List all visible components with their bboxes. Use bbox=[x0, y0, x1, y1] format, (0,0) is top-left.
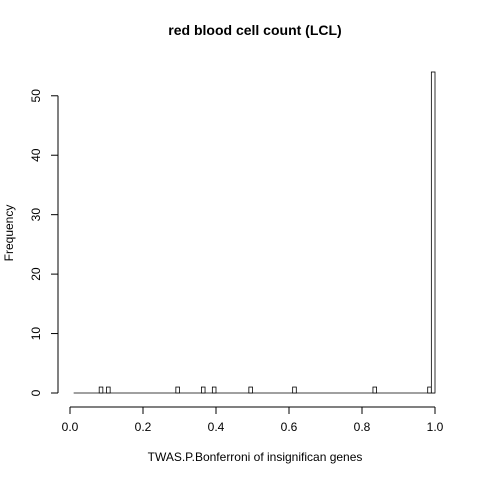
y-tick-label: 50 bbox=[29, 89, 43, 103]
y-tick-label: 30 bbox=[29, 208, 43, 222]
x-tick-label: 0.6 bbox=[281, 420, 298, 434]
histogram-bar bbox=[292, 386, 297, 394]
histogram-bar bbox=[106, 386, 111, 394]
histogram-bar bbox=[98, 386, 104, 394]
x-tick-label: 0.4 bbox=[208, 420, 225, 434]
histogram-bar bbox=[200, 386, 206, 394]
chart-title: red blood cell count (LCL) bbox=[168, 22, 341, 38]
y-tick-label: 10 bbox=[29, 327, 43, 341]
x-axis: 0.0 0.2 0.4 0.6 0.8 1.0 bbox=[62, 406, 444, 434]
histogram-bar bbox=[175, 386, 180, 394]
y-axis-label: Frequency bbox=[2, 205, 16, 262]
x-tick-label: 0.8 bbox=[354, 420, 371, 434]
y-tick-label: 20 bbox=[29, 267, 43, 281]
y-axis: 0 10 20 30 40 50 bbox=[29, 89, 59, 396]
histogram-bar bbox=[430, 71, 436, 394]
x-tick-label: 0.0 bbox=[62, 420, 79, 434]
histogram-bar bbox=[211, 386, 217, 394]
x-tick-label: 1.0 bbox=[427, 420, 444, 434]
y-tick-label: 0 bbox=[29, 389, 43, 396]
y-tick-label: 40 bbox=[29, 148, 43, 162]
histogram-bar bbox=[248, 386, 253, 394]
x-tick-label: 0.2 bbox=[135, 420, 152, 434]
bars-layer bbox=[98, 71, 436, 394]
x-axis-label: TWAS.P.Bonferroni of insignifican genes bbox=[148, 450, 363, 464]
histogram-bar bbox=[372, 386, 378, 394]
histogram-bar bbox=[427, 386, 432, 394]
